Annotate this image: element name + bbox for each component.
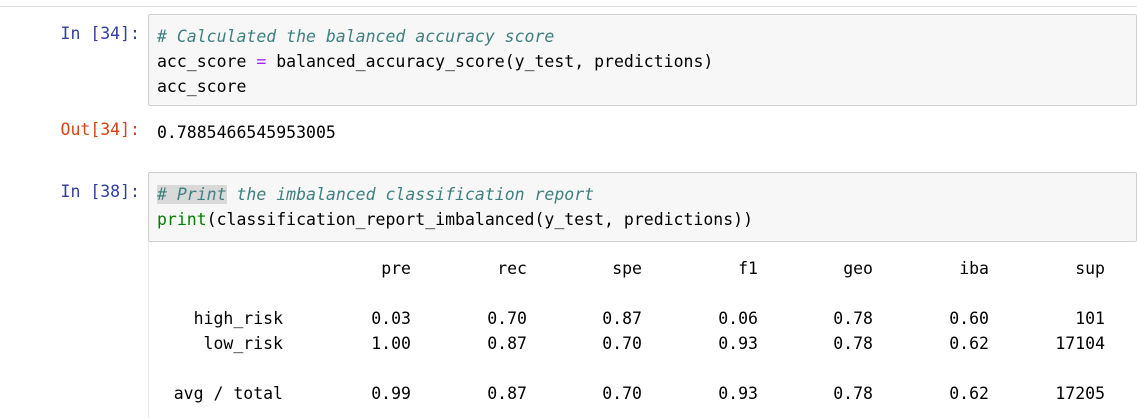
code-variable: acc_score <box>157 52 247 71</box>
cell-separator <box>0 6 1137 7</box>
report-cell: 0.78 <box>833 384 873 403</box>
code-line-expression: acc_score <box>157 77 247 96</box>
report-cell: 0.78 <box>833 309 873 328</box>
code-comment: the imbalanced classification report <box>226 185 595 204</box>
code-line-print: print(classification_report_imbalanced(y… <box>157 207 753 232</box>
classification-report-output: pre rec spe f1 geo iba sup high_risk 0.0… <box>148 241 1137 418</box>
input-prompt-38: In [38]: <box>60 182 140 201</box>
code-comment-line: # Print the imbalanced classification re… <box>157 182 594 207</box>
report-cell: 1.00 <box>371 334 411 353</box>
report-header-pre: pre <box>381 259 411 278</box>
report-cell: 0.03 <box>371 309 411 328</box>
report-header-f1: f1 <box>738 259 758 278</box>
code-cell-34[interactable]: # Calculated the balanced accuracy score… <box>148 14 1137 106</box>
report-row-label: low_risk <box>203 334 283 353</box>
report-cell: 0.62 <box>949 384 989 403</box>
output-prompt-34: Out[34]: <box>60 120 140 139</box>
report-header-iba: iba <box>959 259 989 278</box>
input-prompt-34: In [34]: <box>60 24 140 43</box>
code-line-assign: acc_score = balanced_accuracy_score(y_te… <box>157 49 713 74</box>
output-value-34: 0.7885466545953005 <box>157 123 336 142</box>
report-header-geo: geo <box>843 259 873 278</box>
code-call: balanced_accuracy_score(y_test, predicti… <box>276 52 714 71</box>
report-row-label: high_risk <box>193 309 283 328</box>
code-call: (classification_report_imbalanced(y_test… <box>206 210 754 229</box>
report-cell: 17104 <box>1055 334 1105 353</box>
report-cell: 0.93 <box>718 334 758 353</box>
report-header-sup: sup <box>1075 259 1105 278</box>
report-cell: 0.62 <box>949 334 989 353</box>
report-row-label: avg / total <box>173 384 283 403</box>
report-cell: 0.87 <box>487 334 527 353</box>
report-header-rec: rec <box>497 259 527 278</box>
report-header-spe: spe <box>612 259 642 278</box>
report-cell: 0.99 <box>371 384 411 403</box>
report-cell: 0.70 <box>602 334 642 353</box>
code-cell-38[interactable]: # Print the imbalanced classification re… <box>148 172 1137 242</box>
code-comment: # Calculated the balanced accuracy score <box>157 27 555 46</box>
report-cell: 0.93 <box>718 384 758 403</box>
report-cell: 0.70 <box>602 384 642 403</box>
report-cell: 0.87 <box>602 309 642 328</box>
report-cell: 0.70 <box>487 309 527 328</box>
report-cell: 0.78 <box>833 334 873 353</box>
report-cell: 101 <box>1075 309 1105 328</box>
code-builtin: print <box>157 210 207 229</box>
code-operator: = <box>256 52 267 71</box>
report-cell: 0.87 <box>487 384 527 403</box>
report-cell: 0.06 <box>718 309 758 328</box>
report-cell: 0.60 <box>949 309 989 328</box>
report-cell: 17205 <box>1055 384 1105 403</box>
code-comment-selected: # Print <box>157 185 227 204</box>
